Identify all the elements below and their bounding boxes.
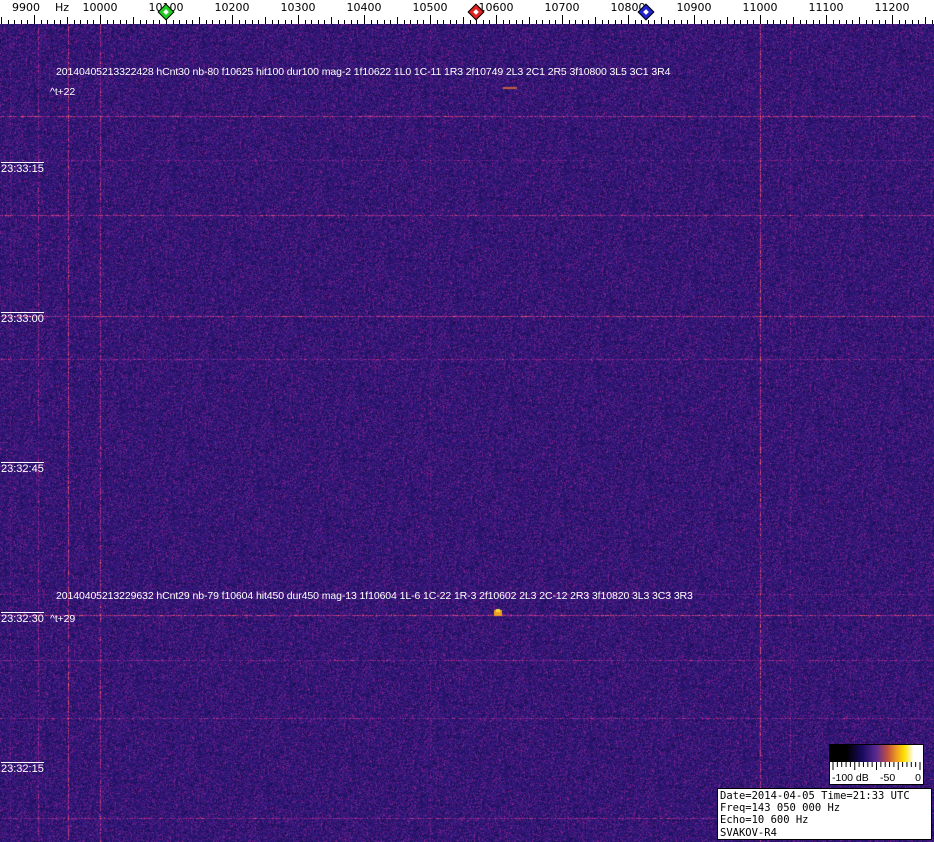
frequency-tick-label: 10800 <box>610 1 646 14</box>
detection-offset-1: ^t+22 <box>50 86 76 98</box>
frequency-tick-label: 10200 <box>214 1 250 14</box>
detection-annotation-1: 20140405213322428 hCnt30 nb-80 f10625 hi… <box>56 66 671 78</box>
info-date-time: Date=2014-04-05 Time=21:33 UTC <box>720 790 910 802</box>
time-tick-label: 23:32:45 <box>1 462 44 475</box>
frequency-tick-label: 10000 <box>82 1 118 14</box>
detection-annotation-2: 20140405213229632 hCnt29 nb-79 f10604 hi… <box>56 590 693 602</box>
frequency-tick-label: 10300 <box>280 1 316 14</box>
info-box: Date=2014-04-05 Time=21:33 UTC Freq=143 … <box>717 788 932 840</box>
frequency-ticks <box>1 15 933 24</box>
colorbar-label-mid: -50 <box>880 772 896 784</box>
spectrogram-canvas <box>0 24 934 842</box>
frequency-tick-label: 10900 <box>676 1 712 14</box>
frequency-tick-label: 10600 <box>478 1 514 14</box>
frequency-tick-label: 11100 <box>808 1 844 14</box>
time-tick-label: 23:33:15 <box>1 162 44 175</box>
frequency-tick-label: 9900 <box>12 1 40 14</box>
info-station: SVAKOV-R4 <box>720 826 777 839</box>
time-tick-label: 23:33:00 <box>1 312 44 325</box>
colorbar-legend: -100 dB -50 0 <box>829 744 924 785</box>
frequency-tick-label: 11200 <box>874 1 910 14</box>
colorbar-ticks <box>832 762 921 770</box>
frequency-tick-label: 11000 <box>742 1 778 14</box>
colorbar-gradient <box>830 745 923 762</box>
info-echo: Echo=10 600 Hz <box>720 814 809 827</box>
info-frequency: Freq=143 050 000 Hz <box>720 802 841 815</box>
frequency-tick-label: 10700 <box>544 1 580 14</box>
frequency-tick-label: 10500 <box>412 1 448 14</box>
colorbar-label-min: -100 dB <box>832 772 869 784</box>
time-tick-label: 23:32:30 <box>1 612 44 625</box>
detection-offset-2: ^t+29 <box>50 613 76 625</box>
colorbar-label-max: 0 <box>915 772 921 784</box>
frequency-unit-label: Hz <box>54 1 70 14</box>
time-tick-label: 23:32:15 <box>1 762 44 775</box>
frequency-tick-label: 10400 <box>346 1 382 14</box>
